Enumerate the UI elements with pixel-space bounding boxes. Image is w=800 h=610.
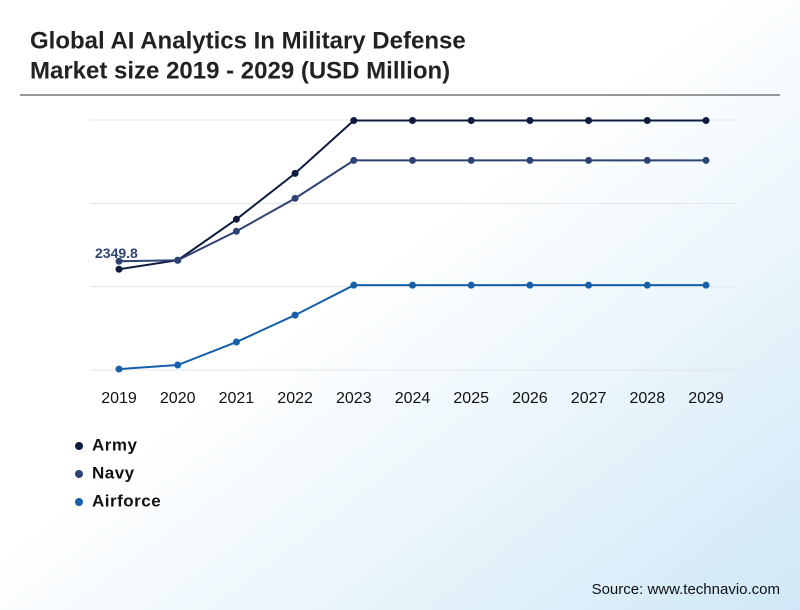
chart-title: Global AI Analytics In Military Defense: [30, 27, 466, 54]
data-point: [585, 116, 593, 124]
x-tick-label: 2023: [336, 390, 372, 407]
data-point: [643, 281, 651, 289]
data-point: [702, 281, 710, 289]
data-point: [291, 194, 299, 202]
x-tick-label: 2026: [512, 390, 548, 407]
data-point: [467, 156, 475, 164]
data-point: [174, 256, 182, 264]
x-tick-label: 2019: [101, 390, 137, 407]
legend-marker: [75, 498, 83, 506]
chart-subtitle: Market size 2019 - 2029 (USD Million): [30, 57, 450, 84]
data-point: [409, 281, 416, 289]
data-point: [467, 281, 475, 289]
legend-label: Airforce: [92, 491, 161, 510]
data-point: [115, 257, 123, 265]
x-tick-label: 2027: [571, 390, 607, 407]
x-tick-label: 2028: [630, 390, 666, 407]
data-point: [409, 156, 416, 164]
data-point: [643, 116, 651, 124]
data-point: [232, 338, 240, 346]
data-point: [585, 281, 593, 289]
x-tick-label: 2020: [160, 390, 196, 407]
data-point: [585, 156, 593, 164]
x-tick-label: 2022: [277, 390, 313, 407]
x-tick-label: 2029: [688, 390, 724, 407]
data-point: [702, 156, 710, 164]
legend-marker: [75, 442, 83, 450]
legend-label: Army: [92, 435, 138, 454]
data-point: [350, 116, 358, 124]
data-point: [232, 215, 240, 223]
data-point: [350, 281, 358, 289]
data-point: [291, 311, 299, 319]
data-point: [174, 361, 182, 369]
data-point: [115, 365, 123, 373]
legend-marker: [75, 470, 83, 478]
x-tick-label: 2024: [395, 390, 431, 407]
data-point: [526, 156, 534, 164]
data-point: [526, 281, 534, 289]
source: Source: www.technavio.com: [592, 581, 780, 598]
data-point: [526, 116, 534, 124]
data-point: [350, 156, 358, 164]
data-point: [643, 156, 651, 164]
x-tick-label: 2021: [219, 390, 255, 407]
data-point: [232, 227, 240, 235]
data-point: [291, 169, 299, 177]
data-point: [115, 265, 123, 273]
x-tick-label: 2025: [453, 390, 489, 407]
data-label: 2349.8: [95, 245, 138, 261]
data-point: [702, 116, 710, 124]
data-point: [467, 116, 475, 124]
data-point: [409, 116, 416, 124]
legend-label: Navy: [92, 463, 135, 482]
